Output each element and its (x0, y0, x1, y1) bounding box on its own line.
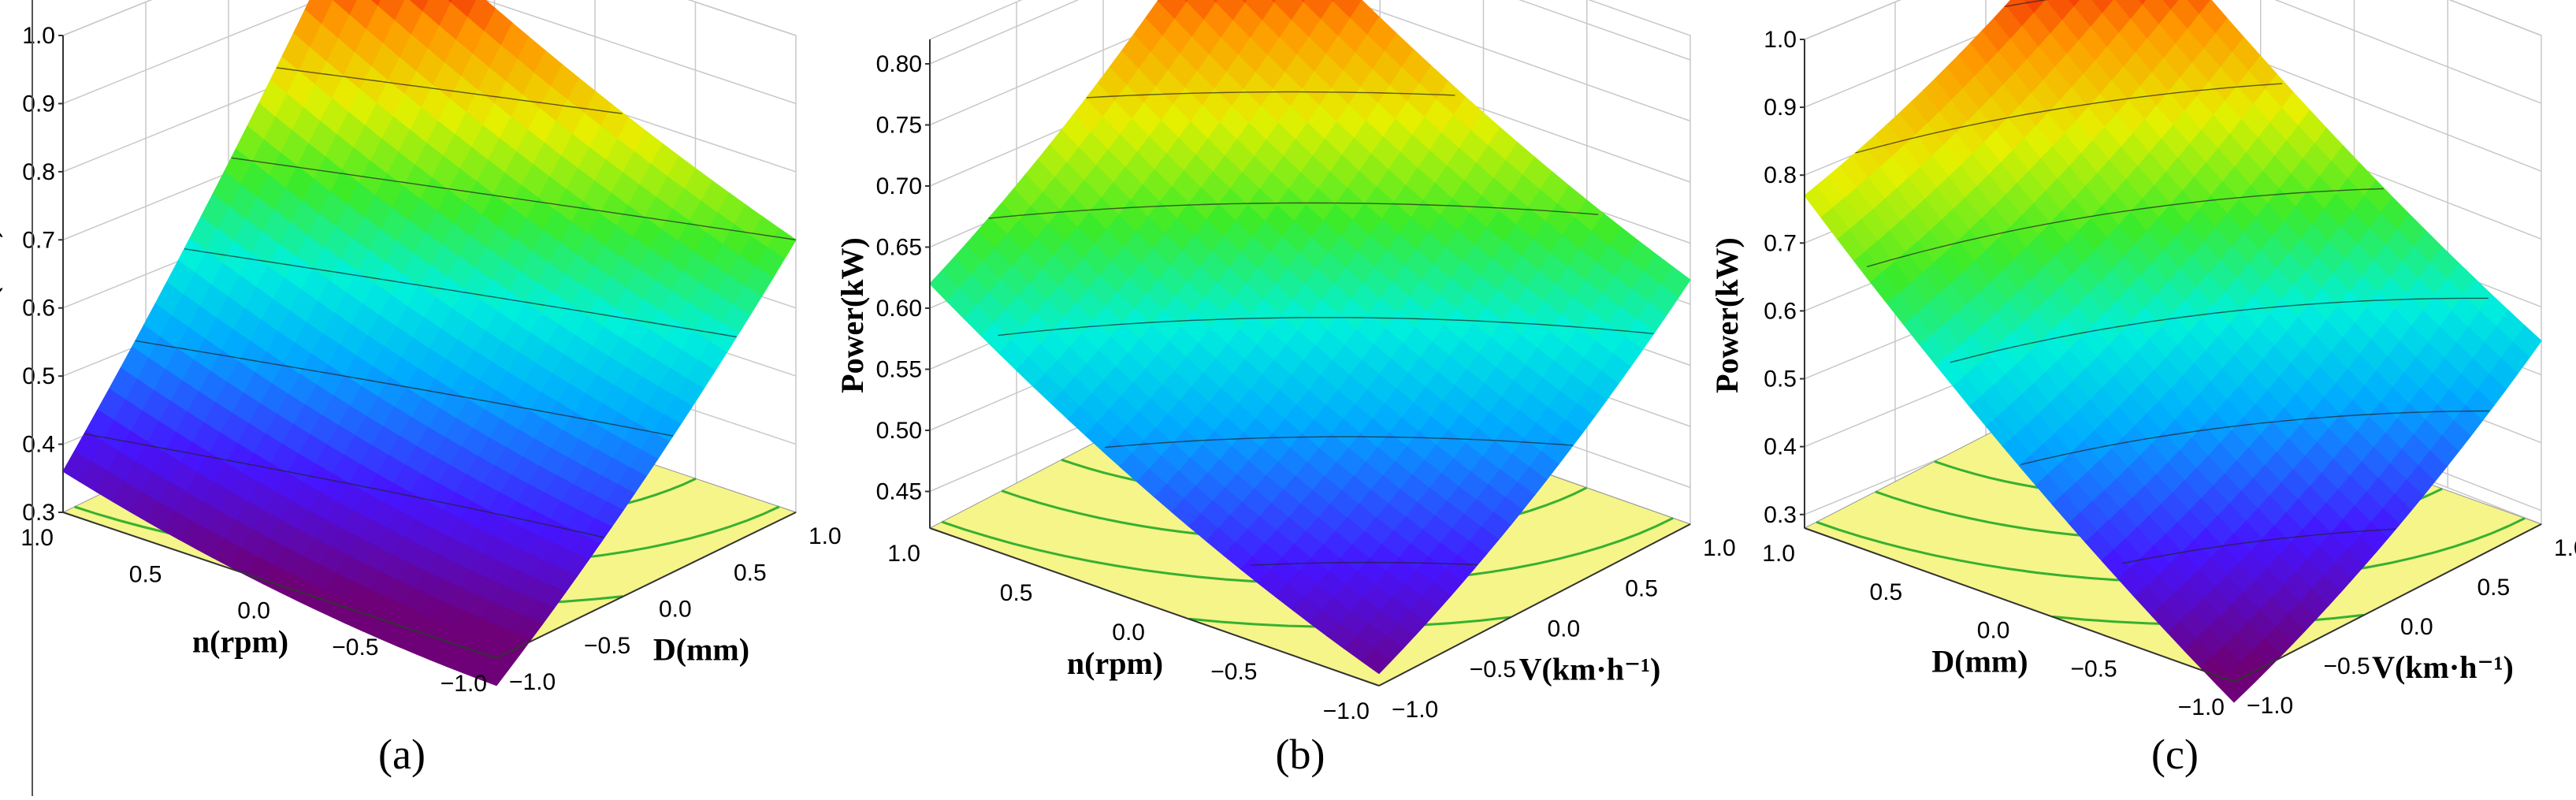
y-tick-label: −0.5 (2324, 653, 2370, 679)
y-tick-label: 1.0 (808, 523, 842, 549)
z-tick-label: 0.8 (22, 159, 55, 185)
z-tick-label: 0.70 (876, 173, 922, 199)
panel-c: 0.3 0.4 0.5 0.6 0.7 0.8 0.9 1.0 Power(kW) 1.0 0.5 0… (1709, 0, 2576, 778)
x-axis-label: n(rpm) (1067, 646, 1163, 681)
x-tick-label: 0.5 (129, 561, 162, 587)
z-tick-label: 0.5 (22, 363, 55, 389)
y-tick-label: 0.5 (1625, 575, 1658, 601)
z-tick-label: 0.6 (1764, 298, 1797, 324)
y-axis-label: V(km·h⁻¹) (2372, 649, 2514, 685)
z-tick-label: 0.80 (876, 51, 922, 77)
z-tick-label: 0.4 (1764, 434, 1797, 460)
y-tick-label: 0.0 (2400, 614, 2433, 640)
panel-a: 0.3 0.4 0.5 0.6 0.7 0.8 0.9 1.0 Power(kW) 1.0 0.5 0… (0, 0, 842, 778)
y-tick-label: 0.5 (2477, 575, 2511, 601)
x-tick-label: 1.0 (20, 525, 54, 551)
z-tick-label: 0.3 (22, 500, 55, 526)
y-tick-label: 1.0 (1703, 535, 1736, 561)
x-tick-label: 0.5 (1000, 580, 1033, 606)
x-tick-label: 1.0 (887, 541, 920, 567)
panel-label: (b) (1276, 731, 1325, 778)
x-tick-label: −1.0 (1323, 698, 1370, 724)
z-tick-label: 0.3 (1764, 502, 1797, 528)
y-tick-label: −0.5 (1470, 657, 1516, 683)
x-axis-label: D(mm) (1931, 644, 2028, 679)
z-tick-label: 0.55 (876, 357, 922, 383)
z-tick-label: 0.6 (22, 296, 55, 322)
x-tick-label: −0.5 (332, 634, 378, 660)
y-axis-label: V(km·h⁻¹) (1519, 652, 1661, 687)
z-tick-label: 0.7 (1764, 230, 1797, 256)
z-tick-label: 0.9 (1764, 95, 1797, 121)
z-tick-label: 0.4 (22, 432, 55, 458)
y-tick-label: −1.0 (509, 669, 556, 695)
x-tick-label: 0.0 (1112, 620, 1145, 646)
y-tick-label: −1.0 (2247, 693, 2293, 719)
z-tick-label: 0.45 (876, 479, 922, 505)
x-tick-label: 0.0 (237, 598, 270, 624)
z-tick-label: 0.60 (876, 296, 922, 322)
z-tick-label: 1.0 (1764, 27, 1797, 53)
z-axis-label: Power(kW) (0, 228, 3, 384)
z-tick-label: 0.50 (876, 418, 922, 444)
z-tick-label: 0.65 (876, 235, 922, 261)
z-tick-label: 0.7 (22, 227, 55, 253)
y-tick-label: 1.0 (2554, 535, 2576, 561)
z-tick-label: 1.0 (22, 23, 55, 49)
x-tick-label: 1.0 (1762, 541, 1795, 567)
x-tick-label: −0.5 (1210, 659, 1257, 685)
panel-label: (a) (378, 731, 426, 778)
z-tick-label: 0.9 (22, 91, 55, 117)
z-axis-label: Power(kW) (1709, 237, 1745, 393)
panel-label: (c) (2151, 731, 2199, 778)
x-tick-label: −1.0 (2178, 694, 2225, 720)
z-tick-label: 0.8 (1764, 162, 1797, 188)
y-tick-label: −1.0 (1392, 697, 1438, 723)
x-tick-label: −0.5 (2071, 656, 2117, 682)
left-border-line (32, 0, 33, 796)
x-tick-label: 0.5 (1870, 579, 1903, 605)
x-tick-label: −1.0 (440, 671, 487, 697)
y-tick-label: 0.0 (659, 597, 692, 623)
z-tick-label: 0.5 (1764, 367, 1797, 393)
x-tick-label: 0.0 (1977, 618, 2010, 644)
x-axis-label: n(rpm) (192, 624, 288, 660)
z-axis-label: Power(kW) (835, 237, 870, 393)
y-tick-label: 0.5 (734, 560, 767, 586)
y-axis-label: D(mm) (653, 632, 749, 668)
panel-b: 0.45 0.50 0.55 0.60 0.65 0.70 0.75 0.80 Power(kW… (835, 0, 1736, 778)
z-tick-label: 0.75 (876, 113, 922, 139)
y-tick-label: 0.0 (1548, 616, 1581, 642)
y-tick-label: −0.5 (584, 633, 630, 659)
